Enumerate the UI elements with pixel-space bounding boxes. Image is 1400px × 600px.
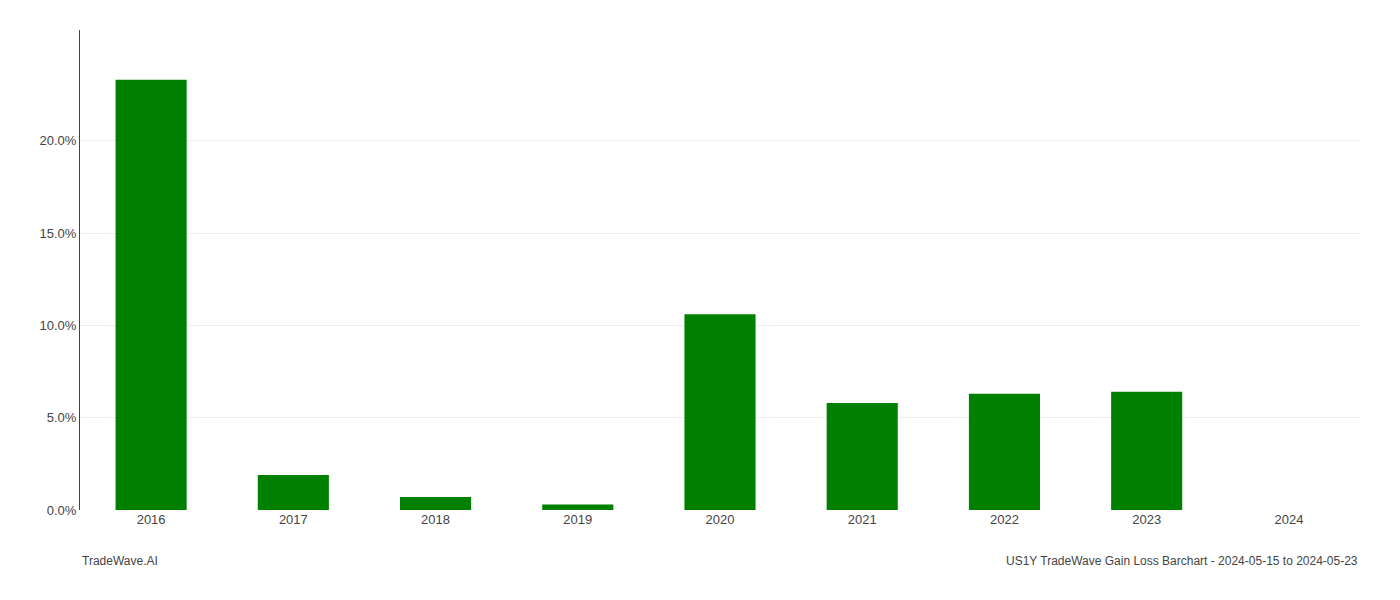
svg-text:TradeWave.AI: TradeWave.AI <box>82 554 158 568</box>
svg-text:2017: 2017 <box>279 512 308 527</box>
svg-text:5.0%: 5.0% <box>47 410 77 425</box>
svg-text:2024: 2024 <box>1274 512 1303 527</box>
svg-text:2023: 2023 <box>1132 512 1161 527</box>
svg-text:2016: 2016 <box>137 512 166 527</box>
svg-text:2021: 2021 <box>848 512 877 527</box>
svg-text:15.0%: 15.0% <box>40 226 77 241</box>
svg-text:2022: 2022 <box>990 512 1019 527</box>
svg-text:10.0%: 10.0% <box>40 318 77 333</box>
svg-text:US1Y TradeWave Gain Loss Barch: US1Y TradeWave Gain Loss Barchart - 2024… <box>1006 554 1358 568</box>
svg-text:0.0%: 0.0% <box>47 503 77 518</box>
svg-text:2018: 2018 <box>421 512 450 527</box>
svg-text:2019: 2019 <box>563 512 592 527</box>
svg-text:20.0%: 20.0% <box>40 133 77 148</box>
svg-text:2020: 2020 <box>706 512 735 527</box>
